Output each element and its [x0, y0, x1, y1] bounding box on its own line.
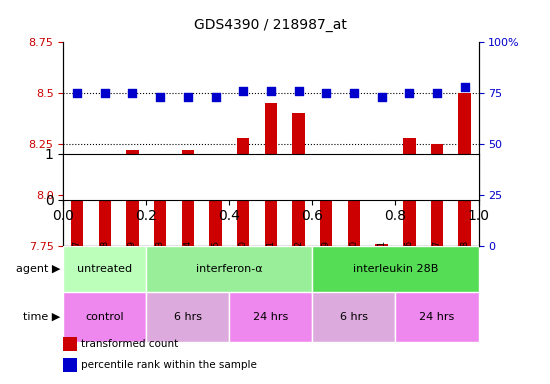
- Text: time ▶: time ▶: [23, 312, 61, 322]
- Text: percentile rank within the sample: percentile rank within the sample: [81, 360, 257, 370]
- Bar: [320, 158, 332, 246]
- Bar: [146, 246, 312, 292]
- Point: [211, 94, 220, 100]
- Bar: [210, 185, 222, 246]
- Text: 24 hrs: 24 hrs: [253, 312, 289, 322]
- Bar: [237, 138, 249, 246]
- Bar: [182, 150, 194, 246]
- Point: [156, 94, 164, 100]
- Bar: [63, 246, 146, 292]
- Bar: [376, 244, 388, 246]
- Bar: [146, 292, 229, 342]
- Text: agent ▶: agent ▶: [16, 264, 61, 274]
- Bar: [459, 93, 471, 246]
- Bar: [63, 292, 146, 342]
- Point: [294, 88, 303, 94]
- Point: [128, 90, 137, 96]
- Bar: [71, 154, 83, 246]
- Point: [322, 90, 331, 96]
- Text: interferon-α: interferon-α: [196, 264, 263, 274]
- Text: 6 hrs: 6 hrs: [340, 312, 368, 322]
- Text: interleukin 28B: interleukin 28B: [353, 264, 438, 274]
- Bar: [126, 150, 139, 246]
- Text: transformed count: transformed count: [81, 339, 179, 349]
- Point: [100, 90, 109, 96]
- Bar: [403, 138, 415, 246]
- Point: [266, 88, 275, 94]
- Bar: [265, 103, 277, 246]
- Bar: [154, 179, 166, 246]
- Bar: [348, 162, 360, 246]
- Point: [405, 90, 414, 96]
- Bar: [395, 292, 478, 342]
- Point: [433, 90, 442, 96]
- Bar: [293, 113, 305, 246]
- Point: [73, 90, 81, 96]
- Point: [239, 88, 248, 94]
- Point: [350, 90, 359, 96]
- Bar: [98, 160, 111, 246]
- Bar: [312, 246, 478, 292]
- Point: [377, 94, 386, 100]
- Bar: [312, 292, 395, 342]
- Text: untreated: untreated: [77, 264, 133, 274]
- Point: [183, 94, 192, 100]
- Text: 6 hrs: 6 hrs: [174, 312, 202, 322]
- Text: GDS4390 / 218987_at: GDS4390 / 218987_at: [195, 18, 347, 32]
- Text: 24 hrs: 24 hrs: [419, 312, 455, 322]
- Text: control: control: [85, 312, 124, 322]
- Point: [460, 84, 469, 90]
- Bar: [431, 144, 443, 246]
- Bar: [229, 292, 312, 342]
